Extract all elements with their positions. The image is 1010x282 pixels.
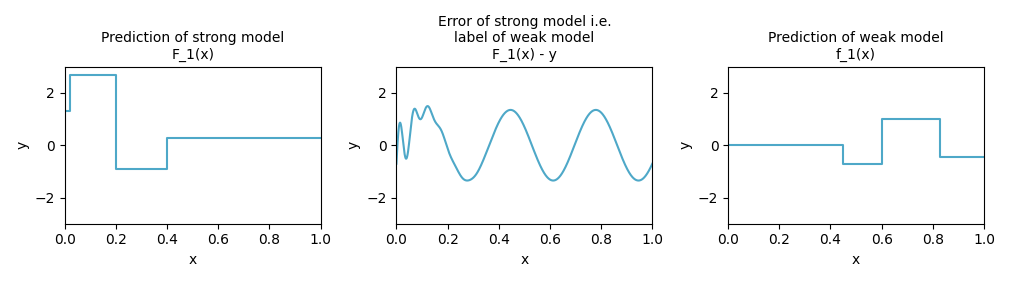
Title: Error of strong model i.e.
label of weak model
F_1(x) - y: Error of strong model i.e. label of weak… bbox=[437, 15, 611, 61]
X-axis label: x: x bbox=[520, 253, 528, 267]
Title: Prediction of strong model
F_1(x): Prediction of strong model F_1(x) bbox=[101, 31, 285, 61]
Y-axis label: y: y bbox=[15, 141, 29, 149]
Y-axis label: y: y bbox=[679, 141, 693, 149]
X-axis label: x: x bbox=[851, 253, 861, 267]
Title: Prediction of weak model
f_1(x): Prediction of weak model f_1(x) bbox=[769, 31, 944, 61]
X-axis label: x: x bbox=[189, 253, 197, 267]
Y-axis label: y: y bbox=[346, 141, 361, 149]
